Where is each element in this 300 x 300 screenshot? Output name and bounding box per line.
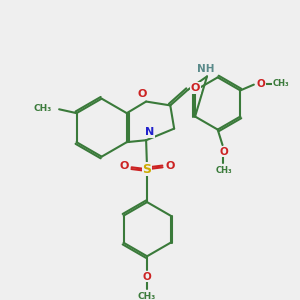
Text: CH₃: CH₃ (33, 104, 51, 113)
Text: NH: NH (197, 64, 215, 74)
Text: O: O (138, 89, 147, 99)
Text: O: O (166, 161, 175, 171)
Text: CH₃: CH₃ (273, 79, 289, 88)
Text: O: O (119, 161, 129, 171)
Text: CH₃: CH₃ (138, 292, 156, 300)
Text: N: N (146, 128, 154, 137)
Text: S: S (142, 163, 152, 176)
Text: O: O (256, 79, 265, 88)
Text: CH₃: CH₃ (215, 166, 232, 175)
Text: O: O (219, 147, 228, 157)
Text: O: O (191, 83, 200, 93)
Text: O: O (143, 272, 152, 282)
